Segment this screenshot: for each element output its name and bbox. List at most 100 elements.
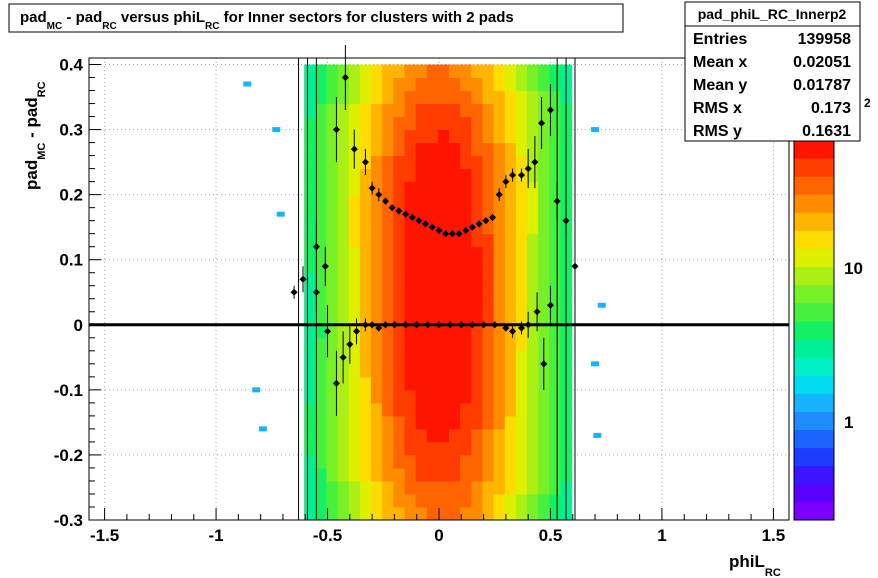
- heatmap-cell: [326, 155, 339, 170]
- heatmap-cell: [359, 402, 372, 417]
- heatmap-cell: [460, 90, 472, 105]
- heatmap-cell: [437, 116, 450, 131]
- y-tick-label: -0.3: [54, 511, 83, 530]
- heatmap-cell: [415, 441, 428, 456]
- heatmap-cell: [549, 467, 561, 482]
- heatmap-cell: [348, 207, 361, 222]
- heatmap-cell: [371, 454, 383, 469]
- heatmap-cell: [348, 350, 361, 365]
- heatmap-cell: [504, 298, 517, 313]
- heatmap-cell: [460, 103, 472, 118]
- heatmap-cell: [449, 103, 461, 118]
- heatmap-cell: [371, 64, 383, 79]
- heatmap-cell: [549, 168, 561, 183]
- heatmap-cell: [393, 350, 405, 365]
- heatmap-cell: [538, 220, 550, 235]
- heatmap-cell: [504, 441, 517, 456]
- heatmap-cell: [304, 90, 316, 105]
- heatmap-cell: [527, 285, 539, 300]
- heatmap-cell: [326, 350, 339, 365]
- heatmap-cell: [304, 350, 316, 365]
- heatmap-cell: [504, 311, 517, 326]
- profile-point: [312, 243, 320, 251]
- profile-point: [562, 217, 570, 225]
- heatmap-cell: [482, 311, 495, 326]
- heatmap-cell: [359, 103, 372, 118]
- heatmap-cell: [415, 129, 428, 144]
- heatmap-cell: [449, 350, 461, 365]
- heatmap-cell: [449, 480, 461, 495]
- heatmap-cell: [527, 363, 539, 378]
- heatmap-cell: [404, 363, 417, 378]
- x-axis-title: phiLRC: [729, 552, 781, 578]
- heatmap-cell: [437, 480, 450, 495]
- heatmap-cell: [527, 168, 539, 183]
- heatmap-cell: [493, 116, 506, 131]
- heatmap-cell: [549, 493, 561, 508]
- profile-point: [442, 230, 450, 238]
- heatmap-cell: [597, 302, 606, 308]
- heatmap-cell: [359, 272, 372, 287]
- heatmap-cell: [393, 337, 405, 352]
- heatmap-cell: [538, 168, 550, 183]
- heatmap-cell: [304, 181, 316, 196]
- heatmap-cell: [371, 389, 383, 404]
- heatmap-cell: [315, 389, 327, 404]
- heatmap-cell: [538, 402, 550, 417]
- heatmap-cell: [326, 142, 339, 157]
- heatmap-cell: [437, 233, 450, 248]
- heatmap-cell: [304, 194, 316, 209]
- heatmap-cell: [482, 402, 495, 417]
- heatmap-cell: [426, 311, 439, 326]
- heatmap-cell: [348, 181, 361, 196]
- palette-exponent: 2: [864, 96, 871, 110]
- profile-point: [448, 230, 456, 238]
- heatmap-cell: [415, 285, 428, 300]
- heatmap-cell: [415, 272, 428, 287]
- heatmap-cell: [415, 77, 428, 92]
- heatmap-cell: [426, 207, 439, 222]
- y-tick-label: 0.3: [59, 121, 83, 140]
- heatmap-cell: [482, 324, 495, 339]
- heatmap-cell: [326, 311, 339, 326]
- heatmap-cell: [382, 493, 394, 508]
- heatmap-cell: [315, 142, 327, 157]
- heatmap-cell: [326, 298, 339, 313]
- heatmap-cell: [538, 454, 550, 469]
- heatmap-cell: [315, 337, 327, 352]
- heatmap-cell: [460, 480, 472, 495]
- heatmap-cell: [426, 324, 439, 339]
- heatmap-cell: [371, 90, 383, 105]
- heatmap-cell: [449, 246, 461, 261]
- heatmap-cells: [243, 64, 606, 521]
- heatmap-cell: [348, 168, 361, 183]
- heatmap-cell: [482, 350, 495, 365]
- heatmap-cell: [460, 259, 472, 274]
- stats-label-mean-x: Mean x: [693, 54, 747, 71]
- heatmap-cell: [371, 285, 383, 300]
- heatmap-cell: [460, 350, 472, 365]
- plot-area: -1.5 -1 -0.5 0 0.5 1 1.5 -0.3 -0.2 -0.1 0 0.1 0.2 0.…: [54, 44, 790, 545]
- heatmap-cell: [493, 103, 506, 118]
- heatmap-cell: [449, 116, 461, 131]
- heatmap-cell: [404, 298, 417, 313]
- heatmap-cell: [415, 480, 428, 495]
- heatmap-cell: [482, 246, 495, 261]
- heatmap-cell: [482, 506, 495, 521]
- heatmap-cell: [437, 220, 450, 235]
- heatmap-cell: [315, 155, 327, 170]
- x-tick-label: -1: [209, 526, 224, 545]
- profile-point: [402, 210, 410, 218]
- heatmap-cell: [315, 467, 327, 482]
- heatmap-cell: [337, 116, 350, 131]
- heatmap-cell: [337, 285, 350, 300]
- heatmap-cell: [549, 272, 561, 287]
- heatmap-cell: [371, 181, 383, 196]
- heatmap-cell: [337, 129, 350, 144]
- heatmap-cell: [393, 402, 405, 417]
- heatmap-cell: [538, 259, 550, 274]
- heatmap-cell: [359, 376, 372, 391]
- palette-band: [794, 429, 834, 449]
- heatmap-cell: [315, 285, 327, 300]
- heatmap-cell: [471, 233, 483, 248]
